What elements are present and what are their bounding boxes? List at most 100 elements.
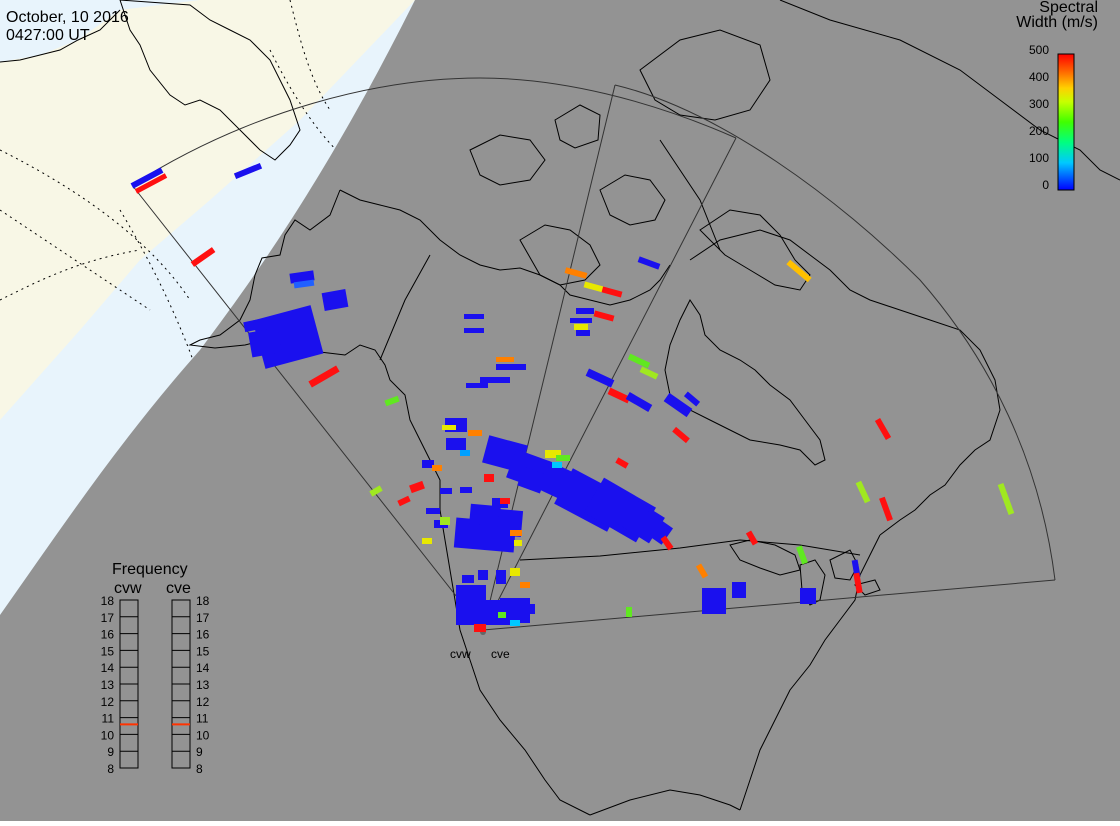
fov-cvw-west-edge bbox=[131, 184, 484, 631]
day-coast bbox=[119, 0, 301, 161]
colorbar-tick-label: 500 bbox=[1029, 43, 1049, 57]
echo-cell bbox=[134, 173, 168, 194]
echo-cell bbox=[851, 559, 861, 577]
echo-cell bbox=[496, 509, 524, 537]
frequency-tick-label-east: 10 bbox=[196, 728, 210, 742]
frequency-tick-label-east: 13 bbox=[196, 678, 210, 692]
spectral-width-colorbar: Spectral Width (m/s) 500 400 300 200 100 0 bbox=[1016, 0, 1098, 192]
echo-cell bbox=[474, 624, 486, 632]
echo-cell bbox=[384, 395, 400, 407]
time-label: 0427:00 UT bbox=[6, 27, 90, 44]
echo-cell bbox=[510, 530, 522, 536]
frequency-tick-label-east: 12 bbox=[196, 695, 210, 709]
echo-cell bbox=[498, 612, 506, 618]
frequency-panel: Frequency cvw cve 18 18 17 17 16 16 15 15 14 14 13… bbox=[101, 561, 210, 776]
frequency-tick-label-west: 9 bbox=[107, 745, 114, 759]
echo-cell bbox=[510, 620, 520, 626]
echo-cell bbox=[440, 488, 452, 494]
frequency-tick-label-east: 17 bbox=[196, 611, 210, 625]
echo-cell bbox=[466, 383, 488, 388]
echo-cell bbox=[593, 310, 615, 322]
echo-cell bbox=[637, 256, 661, 270]
echo-cell bbox=[601, 286, 623, 298]
echo-cell bbox=[997, 482, 1015, 516]
colorbar-title-line2: Width (m/s) bbox=[1016, 14, 1098, 31]
echo-cell bbox=[426, 508, 440, 514]
echo-cell bbox=[576, 330, 590, 336]
echo-cell bbox=[520, 582, 530, 588]
fov-cve-east-edge bbox=[482, 579, 1056, 631]
echo-cell bbox=[248, 327, 282, 358]
fov-cve-arc bbox=[614, 84, 1056, 581]
echo-cell bbox=[464, 328, 484, 333]
colorbar-title-line1: Spectral bbox=[1039, 0, 1098, 16]
frequency-tick-label-west: 11 bbox=[102, 712, 115, 726]
echo-cell bbox=[552, 462, 562, 468]
echo-cell bbox=[496, 364, 526, 370]
frequency-tick-label-west: 18 bbox=[101, 594, 115, 608]
frequency-tick-label-east: 8 bbox=[196, 762, 203, 776]
echo-cell bbox=[615, 457, 629, 469]
coastlines bbox=[188, 0, 1120, 816]
frequency-ticks: 18 18 17 17 16 16 15 15 14 14 13 13 12 12 11 11 10 10 9 9 8 8 bbox=[101, 594, 210, 776]
frequency-east-label: cve bbox=[166, 580, 191, 597]
echo-cell bbox=[289, 270, 315, 284]
echo-cell bbox=[683, 391, 701, 407]
frequency-tick-label-west: 15 bbox=[101, 644, 115, 658]
echo-cell bbox=[422, 538, 432, 544]
echo-cell bbox=[478, 570, 488, 580]
colorbar-ticks: 500 400 300 200 100 0 bbox=[1029, 43, 1049, 192]
echo-cell bbox=[574, 324, 588, 330]
colorbar-tick-label: 0 bbox=[1042, 178, 1049, 192]
echo-cell bbox=[464, 314, 484, 319]
frequency-west-label: cvw bbox=[114, 580, 142, 597]
frequency-tick-label-west: 12 bbox=[101, 695, 115, 709]
echo-cell bbox=[233, 162, 263, 180]
echo-cell bbox=[496, 357, 514, 362]
echo-cell bbox=[515, 604, 535, 614]
echo-cell bbox=[517, 466, 547, 494]
frequency-tick-label-east: 14 bbox=[196, 661, 210, 675]
frequency-tick-label-east: 18 bbox=[196, 594, 210, 608]
colorbar-tick-label: 400 bbox=[1029, 70, 1049, 84]
frequency-tick-label-west: 10 bbox=[101, 728, 115, 742]
fov-cvw-arc bbox=[131, 77, 737, 186]
echo-cell bbox=[442, 425, 456, 430]
echo-cell bbox=[853, 572, 863, 594]
echo-cell bbox=[460, 487, 472, 493]
echo-cell bbox=[576, 308, 594, 314]
echo-cell bbox=[627, 353, 651, 369]
day-coast-2 bbox=[0, 9, 121, 63]
echo-cell bbox=[564, 267, 588, 279]
frequency-tick-label-east: 11 bbox=[196, 712, 209, 726]
radar-label-cvw: cvw bbox=[450, 647, 471, 661]
frequency-tick-label-west: 14 bbox=[101, 661, 115, 675]
echo-cell bbox=[625, 392, 653, 412]
colorbar-tick-label: 300 bbox=[1029, 97, 1049, 111]
echo-cell bbox=[695, 563, 709, 579]
echo-cell bbox=[308, 365, 340, 388]
echo-cell bbox=[672, 426, 690, 444]
echo-cell bbox=[446, 438, 466, 450]
echo-cell bbox=[460, 450, 470, 456]
echo-cell bbox=[500, 498, 510, 504]
echo-cell bbox=[480, 377, 510, 383]
echo-cell bbox=[626, 607, 632, 617]
frequency-tick-label-west: 13 bbox=[101, 678, 115, 692]
echo-cell bbox=[321, 289, 349, 311]
echo-cell bbox=[468, 430, 482, 436]
echo-cell bbox=[639, 366, 659, 380]
frequency-tick-label-west: 17 bbox=[101, 611, 115, 625]
day-land bbox=[0, 0, 415, 420]
frequency-tick-label-west: 16 bbox=[101, 628, 115, 642]
colorbar-gradient bbox=[1057, 53, 1075, 191]
echo-cell bbox=[469, 503, 501, 527]
echo-cell bbox=[422, 460, 434, 468]
echo-cell bbox=[607, 387, 631, 404]
echo-cell bbox=[440, 517, 450, 525]
echo-cell bbox=[484, 474, 494, 482]
echo-cell bbox=[796, 545, 808, 565]
echo-cell bbox=[663, 392, 693, 418]
